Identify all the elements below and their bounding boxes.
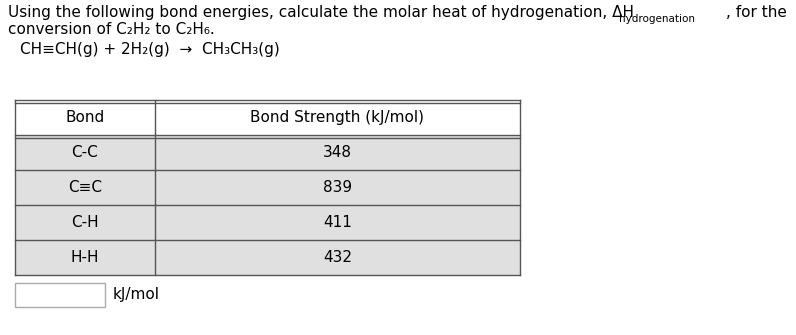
Text: 839: 839: [323, 180, 352, 195]
Text: CH≡CH(g) + 2H₂(g)  →  CH₃CH₃(g): CH≡CH(g) + 2H₂(g) → CH₃CH₃(g): [20, 42, 279, 57]
Text: , for the: , for the: [726, 5, 787, 20]
Text: Using the following bond energies, calculate the molar heat of hydrogenation, ΔH: Using the following bond energies, calcu…: [8, 5, 634, 20]
Text: hydrogenation: hydrogenation: [619, 14, 695, 24]
Bar: [15, 283, 105, 307]
Text: Bond: Bond: [65, 110, 104, 125]
Text: C≡C: C≡C: [68, 180, 102, 195]
Text: H-H: H-H: [71, 250, 100, 265]
Text: C-H: C-H: [71, 215, 99, 230]
Text: conversion of C₂H₂ to C₂H₆.: conversion of C₂H₂ to C₂H₆.: [8, 22, 215, 37]
Text: 348: 348: [323, 145, 352, 160]
Text: kJ/mol: kJ/mol: [113, 287, 160, 303]
Text: C-C: C-C: [72, 145, 99, 160]
Text: 411: 411: [323, 215, 352, 230]
Text: 432: 432: [323, 250, 352, 265]
Text: Bond Strength (kJ/mol): Bond Strength (kJ/mol): [251, 110, 424, 125]
